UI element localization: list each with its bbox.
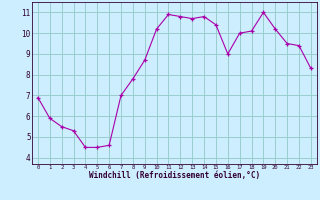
X-axis label: Windchill (Refroidissement éolien,°C): Windchill (Refroidissement éolien,°C) <box>89 171 260 180</box>
